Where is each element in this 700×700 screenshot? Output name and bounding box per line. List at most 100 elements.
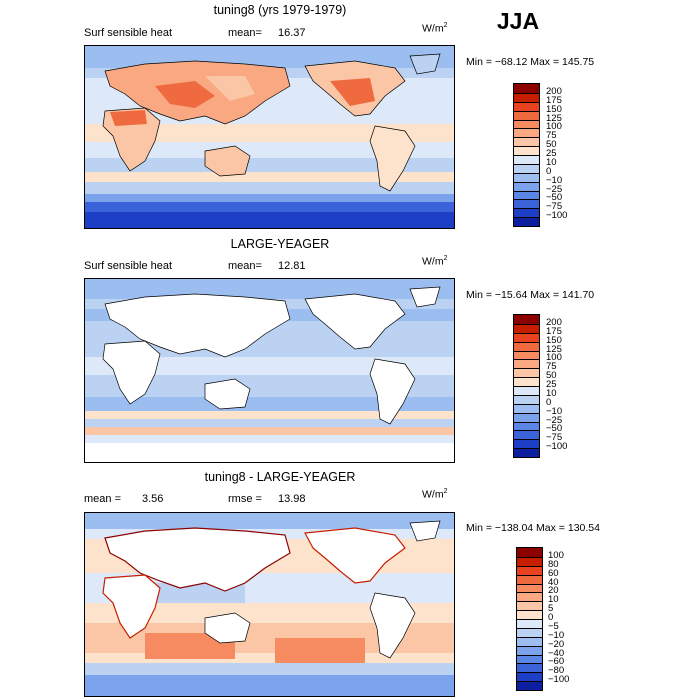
colorbar-tick-label: −25 [546,183,563,195]
panel-2-min-max: Min = −15.64 Max = 141.70 [466,289,595,301]
panel-2-colorbar-labels: 200 175 150 125 100 75 50 25 10 0 −10 −25 −50 −75 −100 [546,314,586,458]
colorbar-swatch [517,610,542,619]
panel-2-colorbar [513,314,540,458]
panel-3-colorbar-labels: 100 80 60 40 20 10 5 0 −5 −10 −20 −40 −60 −80 −100 [548,547,588,691]
panel-2-map-svg [85,279,454,462]
colorbar-tick-label: 50 [546,370,557,382]
panel-2-title: LARGE-YEAGER [230,237,330,251]
colorbar-swatch [514,386,539,395]
colorbar-tick-label: 175 [546,325,562,337]
colorbar-swatch [514,439,539,449]
colorbar-tick-label: −20 [548,638,565,650]
colorbar-swatch [514,403,539,413]
panel-2-units: W/m2 [422,255,448,268]
colorbar-tick-label: −10 [548,629,565,641]
colorbar-tick-label: −100 [546,441,568,453]
colorbar-tick-label: 20 [548,585,559,597]
colorbar-tick-label: 75 [546,361,557,373]
panel-1-min-max: Min = −68.12 Max = 145.75 [466,56,595,68]
colorbar-swatch [514,332,539,342]
colorbar-tick-label: −10 [546,174,563,186]
colorbar-swatch [514,92,539,102]
colorbar-swatch [514,394,539,404]
panel-2-variable-label: Surf sensible heat [84,260,173,272]
colorbar-tick-label: −75 [546,201,563,213]
panel-1-units: W/m2 [422,22,448,35]
colorbar-swatch [517,672,542,682]
colorbar-swatch [514,190,539,200]
colorbar-swatch [514,421,539,431]
colorbar-swatch [514,101,539,111]
panel-3-colorbar [516,547,543,691]
colorbar-tick-label: 80 [548,558,559,570]
colorbar-swatch [514,163,539,173]
colorbar-swatch [514,208,539,218]
panel-1-mean-value: 16.37 [278,27,306,39]
colorbar-swatch [517,681,542,690]
panel-1-mean-label: mean= [228,27,262,39]
colorbar-tick-label: −100 [548,674,570,686]
colorbar-tick-label: 0 [546,165,552,177]
colorbar-tick-label: 5 [548,603,554,615]
colorbar-tick-label: −40 [548,647,565,659]
colorbar-swatch [514,128,539,138]
colorbar-tick-label: −10 [546,405,563,417]
colorbar-swatch [514,359,539,369]
panel-2-mean-value: 12.81 [278,260,306,272]
colorbar-tick-label: 150 [546,334,562,346]
colorbar-swatch [517,592,542,602]
colorbar-tick-label: 25 [546,148,557,159]
panel-1-map-svg [85,46,454,228]
colorbar-swatch [514,350,539,360]
colorbar-tick-label: 200 [546,316,562,328]
colorbar-swatch [514,119,539,129]
colorbar-tick-label: −80 [548,665,565,677]
colorbar-swatch [514,377,539,386]
panel-2-map [84,278,455,463]
colorbar-swatch [514,412,539,422]
panel-2-mean-label: mean= [228,260,262,272]
colorbar-tick-label: 125 [546,343,562,355]
colorbar-tick-label: −5 [548,620,559,632]
colorbar-tick-label: 100 [548,549,564,561]
colorbar-tick-label: −50 [546,192,563,204]
colorbar-swatch [514,199,539,209]
panel-1-colorbar [513,83,540,227]
panel-3-rmse-value: 13.98 [278,493,306,505]
colorbar-tick-label: 0 [548,612,554,623]
colorbar-tick-label: 150 [546,103,562,115]
colorbar-swatch [517,583,542,593]
colorbar-swatch [514,155,539,164]
colorbar-swatch [517,645,542,655]
colorbar-tick-label: 50 [546,139,557,151]
colorbar-tick-label: 10 [546,387,557,399]
panel-3-min-max: Min = −138.04 Max = 130.54 [466,522,600,534]
colorbar-tick-label: −100 [546,210,568,222]
colorbar-swatch [514,137,539,147]
panel-1-map [84,45,455,229]
colorbar-tick-label: 200 [546,85,562,97]
colorbar-swatch [517,548,542,557]
colorbar-swatch [514,110,539,120]
panel-3-mean-label: mean = [84,493,121,505]
colorbar-tick-label: −60 [548,656,565,668]
colorbar-tick-label: 125 [546,112,562,124]
colorbar-swatch [517,565,542,575]
colorbar-swatch [514,315,539,324]
colorbar-tick-label: 60 [548,567,559,579]
panel-3-units: W/m2 [422,488,448,501]
colorbar-tick-label: 10 [546,156,557,168]
colorbar-swatch [517,574,542,584]
colorbar-tick-label: −50 [546,423,563,435]
colorbar-swatch [514,217,539,226]
colorbar-tick-label: 10 [548,594,559,606]
colorbar-swatch [514,84,539,93]
colorbar-swatch [517,654,542,664]
colorbar-swatch [514,172,539,182]
colorbar-swatch [514,146,539,155]
colorbar-tick-label: 75 [546,130,557,142]
panel-1-title: tuning8 (yrs 1979-1979) [213,3,347,17]
panel-3-map [84,512,455,697]
colorbar-swatch [517,556,542,566]
colorbar-swatch [514,341,539,351]
